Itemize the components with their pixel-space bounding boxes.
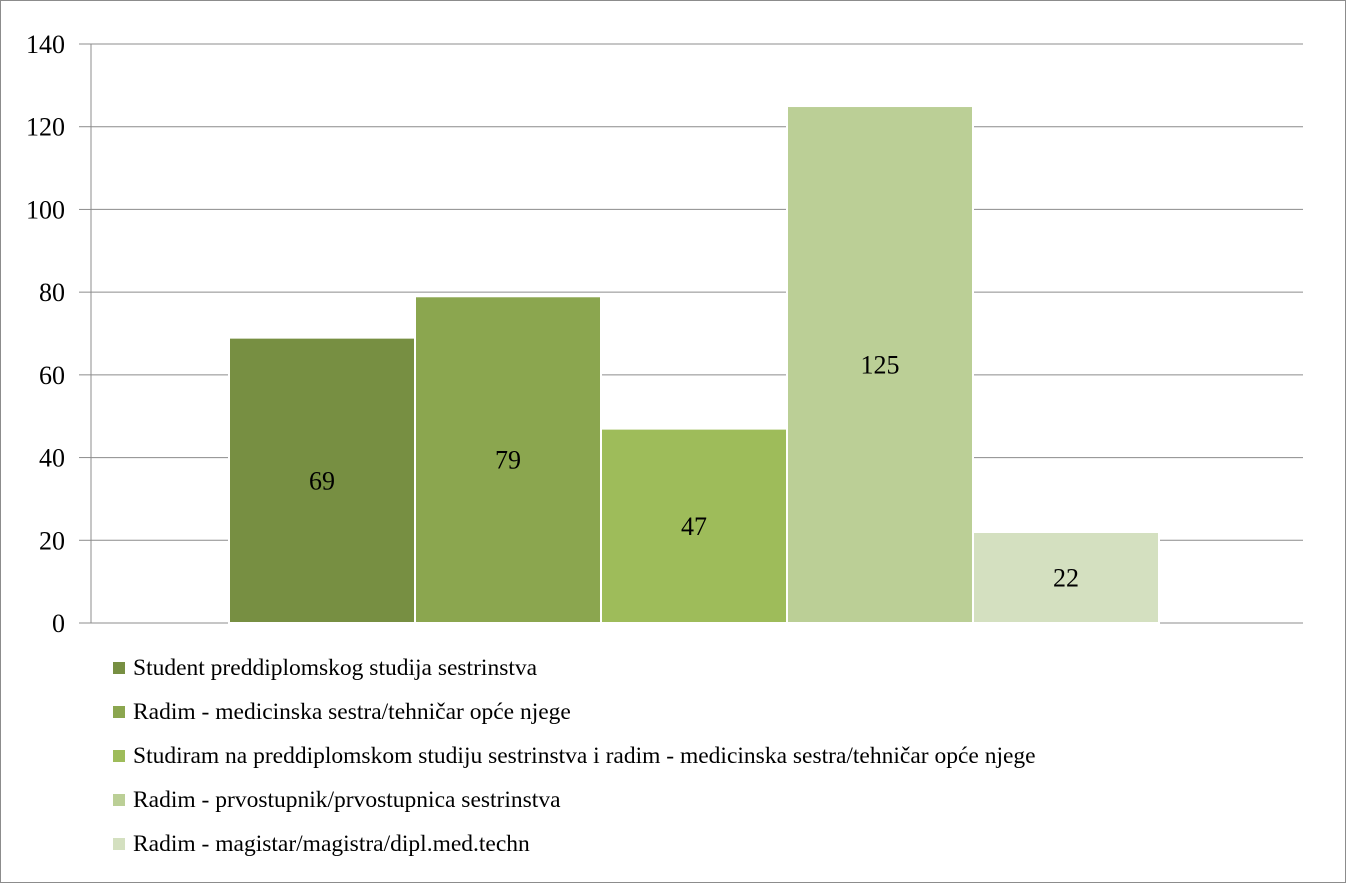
y-tick-label: 140 [26, 30, 65, 59]
legend-label: Radim - magistar/magistra/dipl.med.techn [133, 830, 530, 857]
legend-swatch [113, 794, 125, 806]
y-tick-label: 100 [26, 195, 65, 224]
y-tick-label: 60 [39, 361, 65, 390]
legend-swatch [113, 706, 125, 718]
legend-item: Radim - magistar/magistra/dipl.med.techn [113, 822, 1036, 866]
data-label: 79 [495, 446, 521, 475]
legend-label: Radim - prvostupnik/prvostupnica sestrin… [133, 786, 561, 813]
legend-label: Studiram na preddiplomskom studiju sestr… [133, 742, 1036, 769]
legend-label: Student preddiplomskog studija sestrinst… [133, 654, 538, 681]
y-tick-label: 40 [39, 444, 65, 473]
legend-swatch [113, 662, 125, 674]
data-label: 125 [861, 351, 900, 380]
legend-label: Radim - medicinska sestra/tehničar opće … [133, 698, 571, 725]
data-labels: 69 79 47 125 22 [309, 351, 1079, 593]
legend-item: Radim - prvostupnik/prvostupnica sestrin… [113, 778, 1036, 822]
y-tick-label: 20 [39, 526, 65, 555]
bar [786, 105, 974, 625]
y-tick-label: 120 [26, 113, 65, 142]
data-label: 69 [309, 466, 335, 495]
y-tick-label: 0 [52, 609, 65, 638]
data-label: 22 [1053, 564, 1079, 593]
legend-swatch [113, 750, 125, 762]
bars [228, 105, 1160, 625]
bar [600, 427, 788, 624]
legend-swatch [113, 838, 125, 850]
y-tick-label: 80 [39, 278, 65, 307]
legend: Student preddiplomskog studija sestrinst… [113, 646, 1036, 866]
y-axis-tick-labels: 0 20 40 60 80 100 120 140 [26, 30, 65, 638]
legend-item: Studiram na preddiplomskom studiju sestr… [113, 734, 1036, 778]
bar [228, 336, 416, 624]
bar [414, 295, 602, 624]
data-label: 47 [681, 512, 707, 541]
legend-item: Radim - medicinska sestra/tehničar opće … [113, 690, 1036, 734]
bar [972, 531, 1160, 624]
legend-item: Student preddiplomskog studija sestrinst… [113, 646, 1036, 690]
